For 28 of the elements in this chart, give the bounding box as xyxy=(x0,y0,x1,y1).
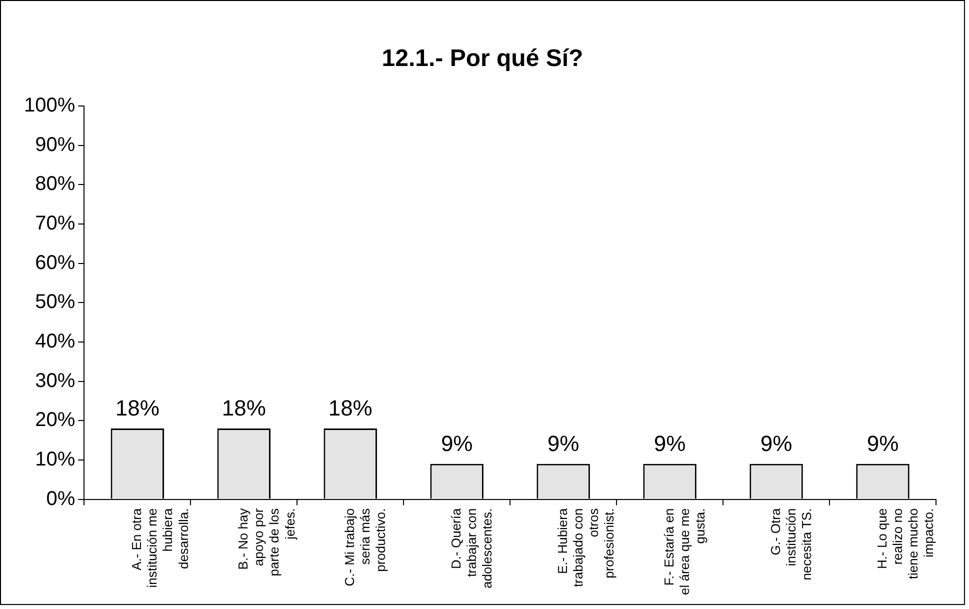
data-label: 9% xyxy=(547,430,580,456)
data-label: 18% xyxy=(222,396,266,421)
x-tick-label: F.- Estaría en el área que me gusta. xyxy=(661,508,708,596)
y-tick-label: 10% xyxy=(35,448,76,470)
y-tick-label: 20% xyxy=(35,409,76,432)
data-label: 9% xyxy=(440,430,473,456)
x-tick-label: G.- Otra institución necesita TS. xyxy=(768,508,814,580)
x-tick-label: E.- Hubiera trabajado con otros profesionist. xyxy=(554,508,617,588)
y-tick-label: 100% xyxy=(24,94,76,117)
x-tick-label: C.- Mi trabajo seria más productivo. xyxy=(342,508,388,586)
data-label: 18% xyxy=(328,396,372,421)
y-tick-label: 90% xyxy=(35,134,76,156)
y-tick-label: 60% xyxy=(35,252,76,274)
chart-title: 12.1.- Por qué Sí? xyxy=(380,45,584,73)
x-tick-label: B.- No hay apoyo por parte de los jefes. xyxy=(235,508,298,576)
y-tick-label: 30% xyxy=(35,370,76,392)
x-tick-label: D.- Quería trabajar con adolescentes. xyxy=(448,508,495,589)
data-label: 18% xyxy=(115,396,160,421)
x-tick-label: A.- En otra institución me hubiera desarrolla. xyxy=(128,508,191,588)
data-label: 9% xyxy=(760,430,792,456)
y-tick-label: 80% xyxy=(35,173,76,196)
y-tick-label: 70% xyxy=(35,212,76,234)
data-label: 9% xyxy=(866,430,899,456)
x-tick-label: H.- Lo que realizo no tiene mucho impacto. xyxy=(874,508,936,580)
data-label: 9% xyxy=(654,430,686,456)
y-tick-label: 0% xyxy=(46,488,76,510)
y-tick-label: 40% xyxy=(35,330,76,352)
y-tick-label: 50% xyxy=(35,291,76,314)
